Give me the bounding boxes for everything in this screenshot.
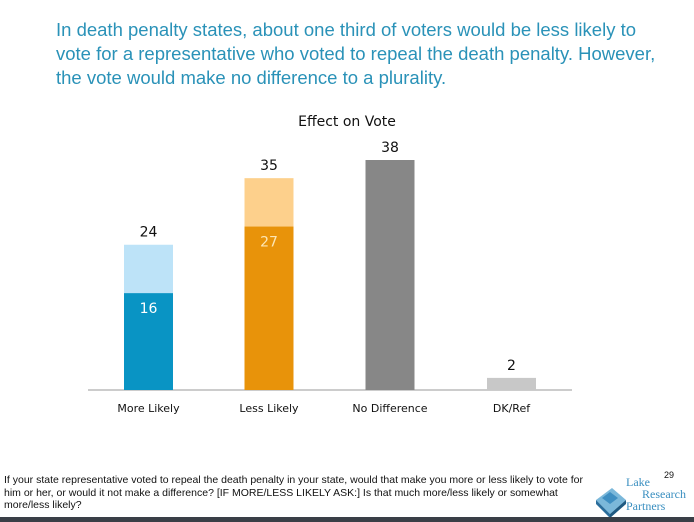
data-label-strong-more-likely: 16 bbox=[140, 301, 158, 317]
logo: Lake Research Partners bbox=[594, 474, 694, 518]
bar-total-dk-ref bbox=[487, 377, 536, 390]
x-tick-label-no-difference: No Difference bbox=[352, 402, 427, 415]
data-label-total-dk-ref: 2 bbox=[507, 358, 516, 374]
logo-line-1: Lake bbox=[626, 475, 650, 489]
bottom-bar bbox=[0, 517, 694, 522]
data-label-strong-less-likely: 27 bbox=[260, 235, 278, 251]
data-label-total-no-difference: 38 bbox=[381, 140, 399, 156]
bar-chart: 24 16 More Likely 35 27 Less Likely 38 No Diffe… bbox=[88, 140, 572, 415]
data-label-total-more-likely: 24 bbox=[140, 225, 158, 241]
x-tick-label-dk-ref: DK/Ref bbox=[493, 402, 531, 415]
x-tick-label-more-likely: More Likely bbox=[117, 402, 180, 415]
data-label-total-less-likely: 35 bbox=[260, 158, 278, 174]
x-tick-label-less-likely: Less Likely bbox=[239, 402, 299, 415]
logo-puzzle-icon bbox=[596, 488, 626, 518]
page-number: 29 bbox=[664, 470, 675, 480]
logo-line-3: Partners bbox=[626, 499, 666, 513]
bar-total-no-difference bbox=[365, 160, 415, 390]
logo-text: Lake Research Partners bbox=[626, 476, 686, 512]
bar-strong-more-likely bbox=[124, 293, 173, 390]
bar-strong-less-likely bbox=[244, 226, 294, 390]
headline: In death penalty states, about one third… bbox=[56, 19, 656, 88]
chart-title: Effect on Vote bbox=[298, 114, 396, 130]
logo-line-2: Research bbox=[642, 487, 686, 501]
footnote: If your state representative voted to re… bbox=[4, 474, 583, 511]
